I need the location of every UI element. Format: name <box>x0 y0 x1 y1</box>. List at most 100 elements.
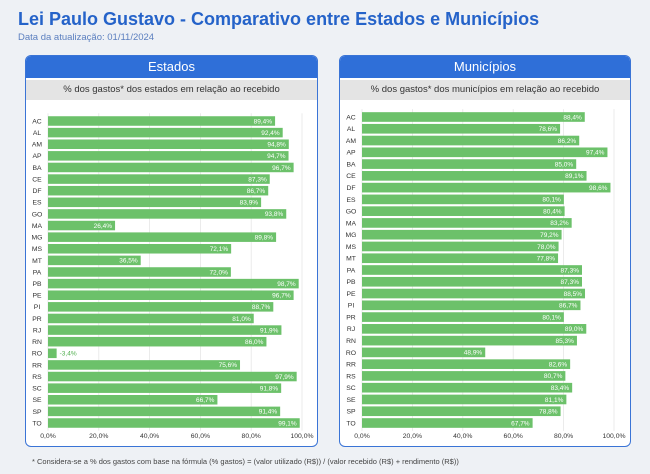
data-label: 93,8% <box>265 211 284 218</box>
bar <box>362 171 587 181</box>
bar <box>48 139 289 149</box>
data-label: 89,4% <box>254 118 273 125</box>
category-label: RJ <box>33 327 41 334</box>
category-label: SP <box>32 409 42 416</box>
bar <box>48 255 141 266</box>
bar <box>48 116 276 126</box>
category-label: AP <box>346 150 356 157</box>
category-label: DF <box>346 185 355 192</box>
municipios-panel: Municípios % dos gastos* dos municípios … <box>339 55 631 447</box>
bar <box>48 220 116 231</box>
x-tick-label: 60,0% <box>504 433 523 440</box>
data-label: 83,4% <box>551 385 570 392</box>
category-label: MT <box>346 256 356 263</box>
x-tick-label: 80,0% <box>554 433 573 440</box>
x-tick-label: 40,0% <box>140 433 159 440</box>
data-label: 72,0% <box>209 269 228 276</box>
category-label: ES <box>346 197 356 204</box>
bar <box>362 359 571 369</box>
data-label: 80,1% <box>542 197 561 204</box>
page-title: Lei Paulo Gustavo - Comparativo entre Es… <box>18 9 540 29</box>
category-label: DF <box>32 188 41 195</box>
estados-panel: Estados % dos gastos* dos estados em rel… <box>25 55 318 447</box>
data-label: 86,2% <box>558 138 577 145</box>
data-label: 87,3% <box>561 279 580 286</box>
category-label: RS <box>346 373 356 380</box>
bar <box>362 300 581 311</box>
data-label: 96,7% <box>272 165 291 172</box>
bar <box>362 147 608 158</box>
category-label: PE <box>346 291 356 298</box>
x-tick-label: 100,0% <box>290 433 313 440</box>
bar <box>362 382 573 393</box>
data-label: 88,4% <box>563 114 582 121</box>
category-label: SC <box>346 385 356 392</box>
estados-subheader: % dos gastos* dos estados em relação ao … <box>26 80 317 100</box>
category-label: PE <box>32 293 42 300</box>
bar <box>362 406 561 417</box>
data-label: 82,6% <box>549 361 568 368</box>
data-label: 80,4% <box>543 208 562 215</box>
x-tick-label: 100,0% <box>602 433 625 440</box>
category-label: BA <box>32 165 42 172</box>
municipios-subheader: % dos gastos* dos municípios em relação … <box>340 80 630 100</box>
bar <box>48 383 282 393</box>
category-label: CE <box>346 173 356 180</box>
data-label: 67,7% <box>511 420 530 427</box>
data-label: 79,2% <box>540 232 559 239</box>
bar <box>48 418 300 428</box>
category-label: RN <box>346 338 356 345</box>
data-label: 91,4% <box>259 409 278 416</box>
category-label: RO <box>32 351 42 358</box>
bar <box>362 312 564 322</box>
bar <box>362 218 572 228</box>
data-label: 78,8% <box>539 409 558 416</box>
category-label: GO <box>346 209 357 216</box>
data-label: -3,4% <box>60 351 77 358</box>
bar <box>362 253 559 264</box>
category-label: MS <box>346 244 357 251</box>
update-date: Data da atualização: 01/11/2024 <box>18 32 155 43</box>
category-label: AM <box>346 138 357 145</box>
bar <box>362 288 586 299</box>
category-label: AL <box>347 126 356 133</box>
bar <box>48 185 269 196</box>
x-tick-label: 0,0% <box>354 433 370 440</box>
category-label: MA <box>32 223 43 230</box>
data-label: 78,0% <box>537 244 556 251</box>
bar <box>362 347 486 358</box>
bar <box>362 182 611 193</box>
x-tick-label: 20,0% <box>403 433 422 440</box>
category-label: GO <box>32 211 43 218</box>
data-label: 26,4% <box>94 223 113 230</box>
category-label: RN <box>32 339 42 346</box>
data-label: 86,7% <box>247 188 266 195</box>
bar <box>362 335 577 346</box>
category-label: AL <box>33 130 42 137</box>
category-label: SP <box>346 409 356 416</box>
bar <box>48 151 289 161</box>
bar <box>48 197 262 208</box>
data-label: 88,7% <box>252 304 271 311</box>
category-label: MA <box>346 220 357 227</box>
bar <box>48 162 294 173</box>
data-label: 91,8% <box>260 385 279 392</box>
x-tick-label: 0,0% <box>40 433 56 440</box>
bar <box>48 267 231 277</box>
bar <box>362 229 562 240</box>
x-tick-label: 20,0% <box>89 433 108 440</box>
data-label: 77,8% <box>537 256 556 263</box>
data-label: 81,0% <box>232 316 251 323</box>
bar <box>362 112 585 122</box>
bar <box>362 276 582 287</box>
municipios-header: Municípios <box>340 56 630 78</box>
data-label: 98,7% <box>277 281 296 288</box>
data-label: 89,8% <box>255 234 274 241</box>
data-label: 36,5% <box>119 258 138 265</box>
data-label: 48,9% <box>464 350 483 357</box>
category-label: RS <box>32 374 42 381</box>
category-label: PB <box>32 281 42 288</box>
bar <box>362 324 587 334</box>
category-label: AC <box>32 118 42 125</box>
footnote: * Considera-se a % dos gastos com base n… <box>32 457 459 466</box>
